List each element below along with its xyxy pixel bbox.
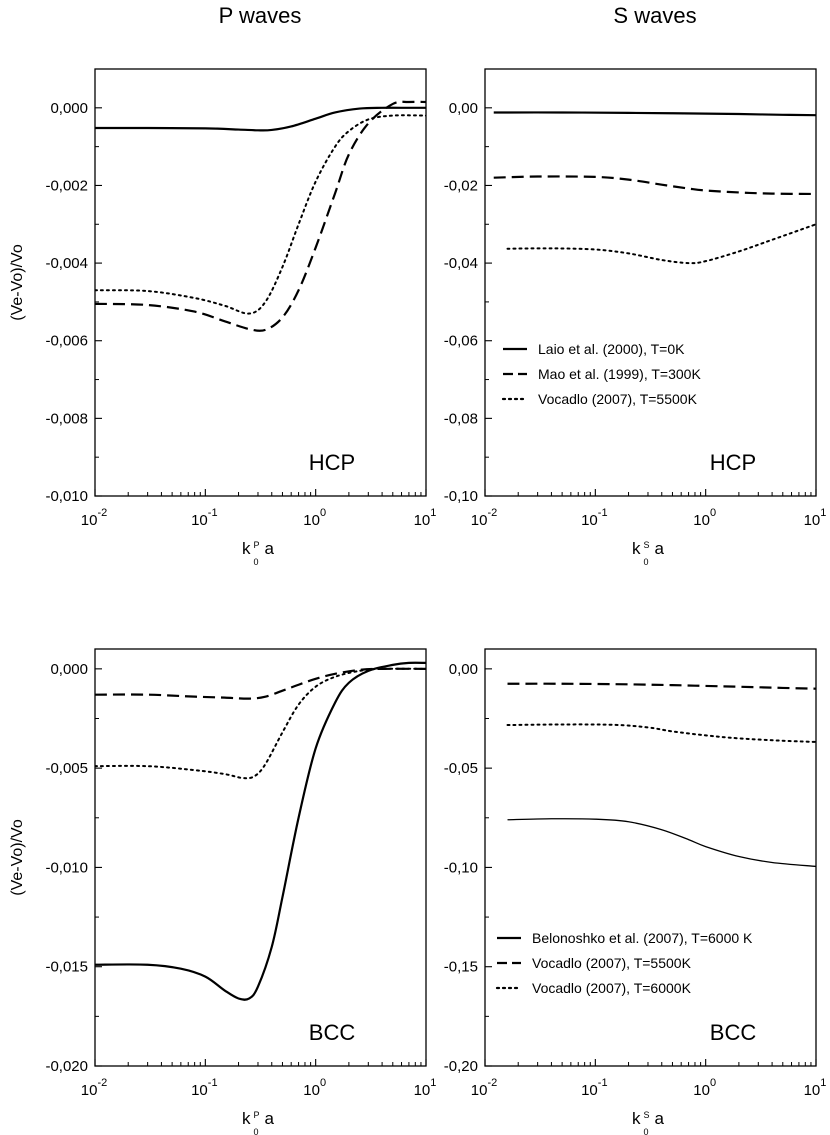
series-line-dot — [506, 723, 816, 743]
y-tick-label: -0,15 — [444, 959, 478, 976]
series-line-dot — [95, 114, 426, 315]
y-tick-label: -0,010 — [45, 859, 88, 876]
x-axis-label-sub: 0 — [254, 1127, 259, 1135]
plot-frame — [484, 648, 817, 1067]
series-line-dot — [95, 667, 426, 780]
structure-label: HCP — [309, 450, 355, 475]
x-tick-label: 101 — [804, 507, 827, 529]
series-line-dash — [507, 682, 816, 690]
panel-s-hcp: 0,00 -0,02 -0,04 -0,06 -0,08 -0,10 10-2 10-1 100… — [444, 68, 827, 567]
legend-label: Mao et al. (1999), T=300K — [538, 366, 701, 382]
legend-label: Laio et al. (2000), T=0K — [538, 341, 685, 357]
y-tick-label: -0,006 — [45, 333, 88, 350]
plot-frame — [94, 68, 427, 497]
x-tick-label: 10-1 — [191, 507, 217, 529]
y-tick-label: -0,05 — [444, 760, 478, 777]
plot-frame — [484, 68, 817, 497]
structure-label: BCC — [710, 1020, 757, 1045]
x-tick-label: 10-1 — [581, 1077, 607, 1099]
x-tick-label: 101 — [414, 1077, 437, 1099]
y-tick-label: -0,10 — [444, 488, 478, 505]
series-line-dot — [506, 223, 816, 265]
x-tick-label: 10-1 — [581, 507, 607, 529]
y-tick-label: -0,004 — [45, 255, 88, 272]
y-tick-label: -0,002 — [45, 177, 88, 194]
y-tick-label: -0,010 — [45, 488, 88, 505]
series-group — [506, 682, 816, 868]
column-title-p: P waves — [219, 3, 302, 28]
x-axis-label: k — [632, 1109, 641, 1128]
series-line-solid — [507, 818, 816, 868]
y-axis-label: (Ve-Vo)/Vo — [9, 244, 26, 321]
x-tick-label: 101 — [804, 1077, 827, 1099]
y-tick-label: -0,02 — [444, 177, 478, 194]
series-group — [95, 661, 426, 1001]
x-axis-label-sub: 0 — [644, 557, 649, 567]
x-tick-label: 10-2 — [81, 1077, 107, 1099]
x-axis-label-suffix: a — [655, 1109, 665, 1128]
panel-p-hcp: 0,000 -0,002 -0,004 -0,006 -0,008 -0,010 10-2 1… — [9, 68, 437, 567]
column-title-s: S waves — [613, 3, 696, 28]
x-tick-label: 10-2 — [81, 507, 107, 529]
y-tick-label: 0,00 — [449, 100, 478, 117]
x-tick-label: 101 — [414, 507, 437, 529]
x-axis-label-sup: S — [644, 540, 650, 550]
legend-label: Vocadlo (2007), T=6000K — [532, 980, 692, 996]
x-tick-label: 100 — [693, 1077, 716, 1099]
series-line-dash — [95, 100, 426, 332]
legend: Laio et al. (2000), T=0K Mao et al. (1999… — [501, 341, 701, 407]
y-tick-label: -0,08 — [444, 410, 478, 427]
x-axis-label-sub: 0 — [254, 557, 259, 567]
series-line-solid — [95, 661, 426, 1001]
x-tick-label: 10-1 — [191, 1077, 217, 1099]
series-line-solid — [95, 106, 426, 132]
x-axis-label-sup: P — [254, 540, 260, 550]
x-tick-label: 10-2 — [471, 507, 497, 529]
y-tick-label: -0,06 — [444, 333, 478, 350]
x-axis-label-sub: 0 — [644, 1127, 649, 1135]
series-group — [95, 100, 426, 332]
series-line-dash — [493, 175, 816, 196]
y-tick-label: 0,00 — [449, 661, 478, 678]
structure-label: HCP — [710, 450, 756, 475]
legend-label: Vocadlo (2007), T=5500K — [532, 955, 692, 971]
x-axis-label-suffix: a — [655, 539, 665, 558]
x-axis-label: k — [632, 539, 641, 558]
x-tick-label: 10-2 — [471, 1077, 497, 1099]
panel-s-bcc: 0,00 -0,05 -0,10 -0,15 -0,20 10-2 10-1 100 101 k S… — [444, 648, 827, 1135]
y-tick-label: -0,015 — [45, 959, 88, 976]
structure-label: BCC — [309, 1020, 356, 1045]
x-tick-label: 100 — [303, 1077, 326, 1099]
x-axis-label-suffix: a — [265, 539, 275, 558]
y-tick-label: -0,10 — [444, 859, 478, 876]
x-axis-label-sup: P — [254, 1110, 260, 1120]
legend-label: Belonoshko et al. (2007), T=6000 K — [532, 930, 753, 946]
y-tick-label: -0,020 — [45, 1058, 88, 1075]
y-tick-label: -0,20 — [444, 1058, 478, 1075]
y-tick-label: 0,000 — [50, 661, 88, 678]
y-axis-label: (Ve-Vo)/Vo — [9, 819, 26, 896]
x-axis-label: k — [242, 539, 251, 558]
series-line-dash — [95, 667, 426, 700]
panel-p-bcc: 0,000 -0,005 -0,010 -0,015 -0,020 10-2 10-1 100… — [9, 648, 437, 1135]
x-axis-label: k — [242, 1109, 251, 1128]
y-tick-label: -0,008 — [45, 410, 88, 427]
x-axis-label-suffix: a — [265, 1109, 275, 1128]
legend: Belonoshko et al. (2007), T=6000 K Vocadl… — [495, 930, 753, 996]
x-axis-label-sup: S — [644, 1110, 650, 1120]
y-tick-label: 0,000 — [50, 100, 88, 117]
x-tick-label: 100 — [303, 507, 326, 529]
y-tick-label: -0,005 — [45, 760, 88, 777]
series-group — [493, 111, 816, 265]
y-tick-label: -0,04 — [444, 255, 478, 272]
legend-label: Vocadlo (2007), T=5500K — [538, 391, 698, 407]
x-tick-label: 100 — [693, 507, 716, 529]
plot-frame — [94, 648, 427, 1067]
series-line-solid — [493, 111, 816, 117]
